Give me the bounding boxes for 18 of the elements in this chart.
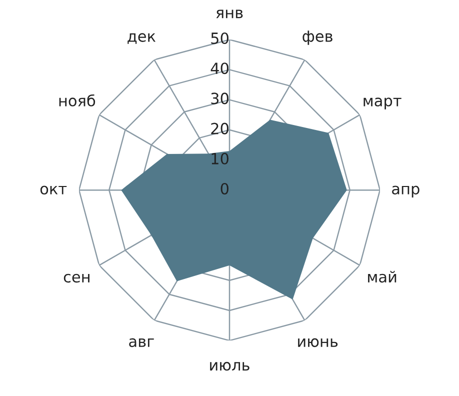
spoke-label: июль — [210, 362, 250, 371]
spoke-label: сен — [64, 274, 90, 283]
spoke-label: май — [368, 270, 396, 283]
spoke-label: авг — [129, 338, 154, 348]
spoke-label: янв — [216, 10, 243, 18]
spoke-label: март — [364, 98, 402, 110]
spoke-label: дек — [128, 33, 156, 44]
spoke-label: апр — [392, 186, 420, 198]
spoke-label: нояб — [59, 94, 96, 106]
y-tick-label: 40 — [210, 62, 228, 74]
spoke-label: фев — [302, 30, 332, 45]
spoke-label: окт — [40, 186, 67, 195]
y-tick-label: 10 — [212, 152, 228, 164]
y-tick-label: 0 — [220, 182, 228, 195]
y-tick-label: 30 — [211, 92, 228, 104]
spoke-label: июнь — [298, 338, 338, 348]
y-tick-label: 50 — [211, 32, 228, 44]
y-tick-label: 20 — [211, 122, 228, 134]
